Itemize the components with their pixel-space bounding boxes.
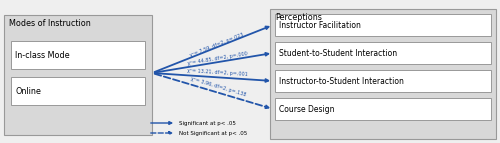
FancyBboxPatch shape (275, 14, 491, 36)
Text: χ²= 3.96, df=2, p=.138: χ²= 3.96, df=2, p=.138 (190, 76, 246, 97)
Text: In-class Mode: In-class Mode (15, 50, 70, 59)
FancyBboxPatch shape (275, 42, 491, 64)
FancyBboxPatch shape (270, 9, 496, 139)
FancyBboxPatch shape (275, 70, 491, 92)
Text: Online: Online (15, 87, 41, 96)
FancyBboxPatch shape (11, 41, 145, 69)
Text: Course Design: Course Design (279, 105, 334, 114)
FancyBboxPatch shape (4, 15, 152, 135)
Text: Not Significant at p< .05: Not Significant at p< .05 (179, 131, 247, 136)
FancyBboxPatch shape (275, 98, 491, 120)
Text: χ²= 13.21, df=2, p=.001: χ²= 13.21, df=2, p=.001 (187, 68, 248, 77)
Text: Perceptions: Perceptions (275, 13, 322, 22)
Text: Instructor-to-Student Interaction: Instructor-to-Student Interaction (279, 77, 404, 86)
Text: Modes of Instruction: Modes of Instruction (9, 19, 91, 28)
Text: Significant at p< .05: Significant at p< .05 (179, 121, 236, 126)
FancyBboxPatch shape (11, 77, 145, 105)
Text: Student-to-Student Interaction: Student-to-Student Interaction (279, 48, 397, 57)
Text: Instructor Facilitation: Instructor Facilitation (279, 20, 361, 29)
Text: χ²= 44.85, df=2, p=.000: χ²= 44.85, df=2, p=.000 (186, 51, 248, 66)
Text: χ²= 7.59, df=2, p=.023: χ²= 7.59, df=2, p=.023 (189, 32, 244, 58)
